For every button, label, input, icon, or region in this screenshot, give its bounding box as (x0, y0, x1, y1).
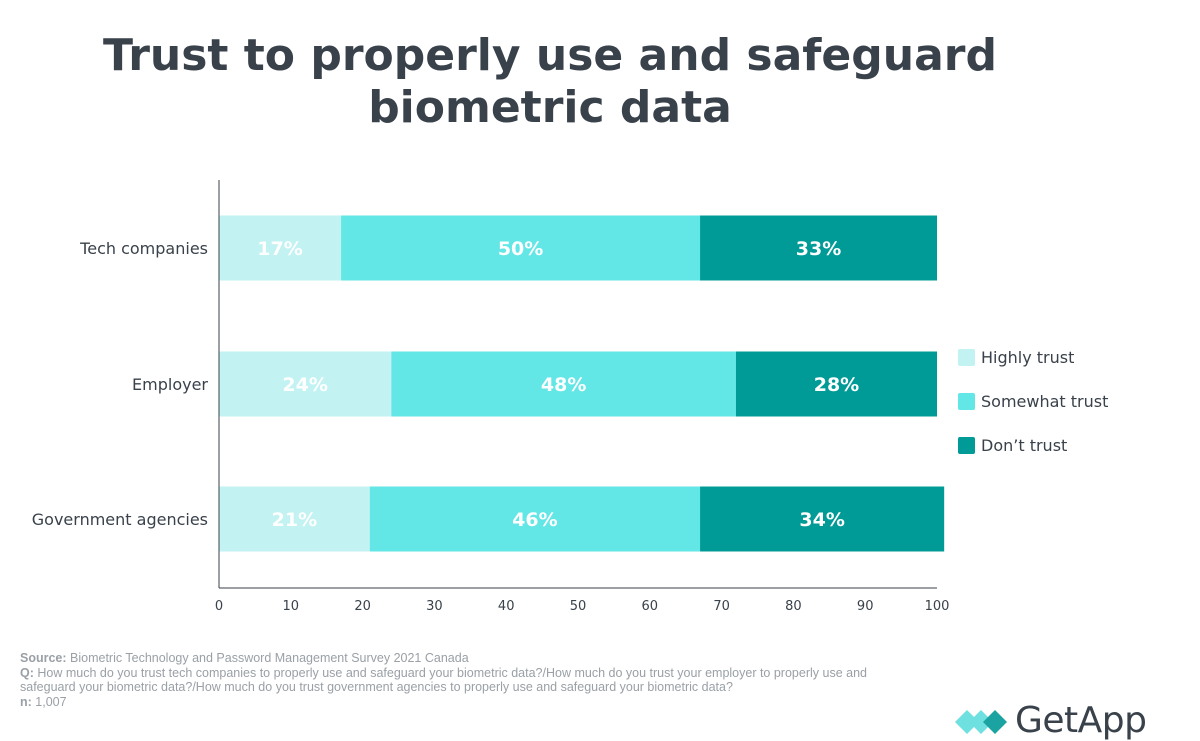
legend-item: Don’t trust (958, 434, 1108, 456)
data-label: 33% (796, 238, 841, 260)
x-tick-label: 80 (785, 599, 802, 614)
question-label: Q: (20, 665, 34, 680)
data-label: 46% (512, 509, 557, 531)
getapp-chevrons-icon (955, 710, 1007, 734)
x-tick-label: 0 (215, 599, 223, 614)
data-label: 28% (814, 374, 859, 396)
data-label: 48% (541, 374, 586, 396)
bar-segment (700, 486, 945, 552)
x-tick-label: 50 (570, 599, 587, 614)
legend-swatch (958, 392, 975, 410)
bar-segment (391, 351, 736, 417)
category-label: Government agencies (32, 510, 208, 529)
bar-segment (369, 486, 701, 552)
bar-segment (219, 486, 370, 552)
source-text: Biometric Technology and Password Manage… (70, 651, 469, 665)
bar-segment (735, 351, 937, 417)
x-tick-label: 10 (283, 599, 300, 614)
bar-segment (341, 215, 701, 281)
legend-swatch (958, 436, 975, 454)
source-line: Source: Biometric Technology and Passwor… (20, 651, 920, 666)
question-text: How much do you trust tech companies to … (20, 665, 867, 695)
bar-segment (700, 215, 937, 281)
x-tick-label: 90 (857, 599, 874, 614)
getapp-logo: GetApp (955, 700, 1165, 741)
bar-segment (219, 215, 342, 281)
legend-item: Somewhat trust (958, 390, 1108, 412)
source-label: Source: (20, 651, 67, 665)
legend-label: Don’t trust (981, 435, 1068, 455)
chart-notes: Source: Biometric Technology and Passwor… (20, 651, 920, 709)
legend-label: Highly trust (981, 347, 1075, 367)
category-label: Tech companies (79, 239, 208, 258)
question-line: Q: How much do you trust tech companies … (20, 666, 920, 695)
x-tick-label: 40 (498, 599, 515, 614)
data-label: 24% (282, 374, 327, 396)
x-tick-label: 100 (925, 599, 950, 614)
x-tick-label: 30 (426, 599, 443, 614)
legend-swatch (958, 348, 975, 366)
legend-item: Highly trust (958, 346, 1108, 368)
sample-size-label: n: (20, 694, 32, 709)
sample-size-text: 1,007 (35, 694, 67, 709)
data-label: 50% (498, 238, 543, 260)
getapp-logo-text: GetApp (1015, 700, 1147, 741)
bar-segment (219, 351, 392, 417)
x-tick-label: 60 (642, 599, 659, 614)
legend-label: Somewhat trust (981, 391, 1109, 411)
chart-title: Trust to properly use and safeguard biom… (103, 30, 997, 133)
x-tick-label: 70 (713, 599, 730, 614)
category-label: Employer (132, 375, 208, 394)
sample-size-line: n: 1,007 (20, 695, 920, 710)
data-label: 17% (257, 238, 302, 260)
data-label: 21% (272, 509, 317, 531)
legend: Highly trust Somewhat trust Don’t trust (958, 346, 1108, 478)
data-label: 34% (799, 509, 844, 531)
x-tick-label: 20 (354, 599, 371, 614)
